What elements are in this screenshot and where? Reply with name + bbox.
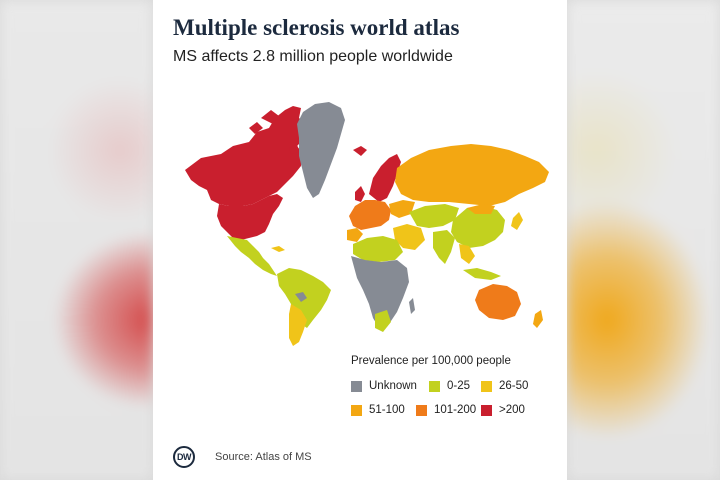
region-north-africa [353,236,403,262]
region-middle-east [393,224,425,250]
region-japan [511,212,523,230]
region-canada [185,106,307,206]
source-credit: Source: Atlas of MS [215,451,312,463]
region-nordic [369,154,401,202]
region-iceland [353,146,367,156]
region-china [451,206,505,248]
legend-item-unknown: Unknown [351,380,417,392]
region-caribbean [271,246,285,252]
region-argentina [289,304,307,346]
infographic-card: Multiple sclerosis world atlas MS affect… [153,0,567,480]
legend-swatch [481,404,492,416]
region-russia [395,144,549,206]
legend-item-101-200: 101-200 [416,404,476,416]
region-uk [355,186,365,202]
background-right [567,0,720,480]
legend-label: Unknown [369,380,417,392]
region-greenland [297,102,345,198]
region-southeast-asia [459,244,475,264]
region-australia [475,284,521,320]
legend-swatch [481,380,492,392]
legend-swatch [429,380,440,392]
page-title: Multiple sclerosis world atlas [173,15,460,40]
legend-swatch [351,380,362,392]
legend-item-0-25: 0-25 [429,380,470,392]
legend-item-51-100: 51-100 [351,404,405,416]
region-eastern-europe [389,200,415,218]
legend-label: >200 [499,404,525,416]
region-iberia [347,228,363,242]
region-india [433,230,455,264]
legend-label: 26-50 [499,380,529,392]
region-africa [351,256,409,328]
legend-item-26-50: 26-50 [481,380,528,392]
region-usa [217,194,283,240]
page-subtitle: MS affects 2.8 million people worldwide [173,48,453,65]
legend-swatch [416,404,427,416]
dw-logo: DW [173,446,195,468]
legend-item-over-200: >200 [481,404,525,416]
region-madagascar [409,298,415,314]
legend-label: 51-100 [369,404,405,416]
region-west-europe [349,200,391,230]
background-left [0,0,153,480]
region-mexico [227,236,277,276]
region-indonesia [463,268,501,280]
region-bolivia [295,292,307,302]
legend-label: 0-25 [447,380,471,392]
region-canada-islands [249,110,299,154]
world-map [185,102,549,346]
legend-swatch [351,404,362,416]
region-new-zealand [533,310,543,328]
region-mongolia [467,204,495,214]
legend-title: Prevalence per 100,000 people [351,355,511,367]
region-south-africa [375,310,391,332]
region-central-asia [409,204,459,228]
legend-label: 101-200 [434,404,477,416]
